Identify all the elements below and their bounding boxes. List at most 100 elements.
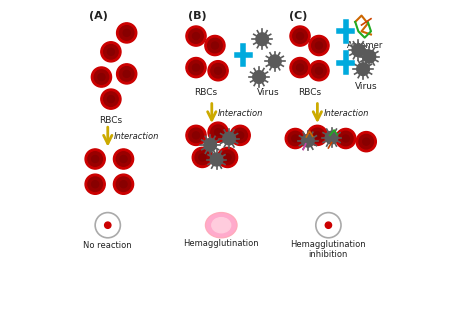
Circle shape [192, 132, 200, 139]
Circle shape [95, 213, 120, 238]
Circle shape [307, 125, 328, 145]
Text: RBCs: RBCs [298, 88, 321, 97]
Circle shape [123, 70, 130, 77]
Circle shape [297, 32, 303, 40]
Circle shape [314, 132, 321, 139]
Circle shape [123, 29, 130, 37]
Circle shape [253, 71, 265, 83]
Text: Virus: Virus [257, 88, 280, 97]
Circle shape [211, 42, 219, 49]
Circle shape [352, 44, 365, 57]
Circle shape [312, 64, 326, 78]
Circle shape [315, 42, 322, 49]
Text: Aptamer: Aptamer [346, 41, 383, 50]
Text: No reaction: No reaction [83, 241, 132, 250]
Circle shape [91, 181, 99, 188]
Circle shape [113, 149, 134, 169]
Circle shape [224, 154, 231, 161]
Text: Interaction: Interaction [218, 109, 264, 118]
Circle shape [290, 26, 310, 46]
Text: Hemagglutination
inhibition: Hemagglutination inhibition [291, 240, 366, 259]
Circle shape [120, 156, 127, 162]
Text: (C): (C) [289, 11, 307, 21]
Circle shape [220, 150, 235, 165]
Circle shape [315, 67, 322, 74]
Circle shape [186, 26, 206, 46]
Text: Virus: Virus [355, 82, 378, 91]
Circle shape [98, 73, 105, 80]
Circle shape [101, 89, 121, 109]
Circle shape [94, 70, 109, 84]
Circle shape [325, 131, 338, 144]
Circle shape [119, 67, 134, 81]
Circle shape [189, 29, 203, 43]
Text: (A): (A) [89, 11, 108, 21]
Circle shape [293, 60, 307, 75]
Circle shape [195, 150, 210, 165]
Circle shape [210, 153, 223, 166]
Text: RBCs: RBCs [100, 116, 122, 125]
Circle shape [85, 149, 105, 169]
Circle shape [205, 35, 225, 56]
Circle shape [88, 177, 102, 191]
Circle shape [363, 138, 370, 145]
Circle shape [269, 55, 281, 68]
Circle shape [316, 213, 341, 238]
Circle shape [336, 128, 356, 149]
Circle shape [237, 132, 244, 139]
Circle shape [116, 152, 131, 166]
Circle shape [297, 64, 303, 71]
Circle shape [117, 64, 137, 84]
Text: (B): (B) [188, 11, 207, 21]
Circle shape [119, 26, 134, 40]
Circle shape [192, 32, 200, 40]
Circle shape [288, 131, 302, 146]
Text: Hemagglutination: Hemagglutination [183, 239, 259, 248]
Circle shape [186, 125, 206, 145]
Circle shape [105, 222, 111, 228]
Circle shape [293, 29, 307, 43]
Ellipse shape [205, 213, 237, 238]
Circle shape [309, 35, 329, 56]
Circle shape [359, 135, 374, 149]
Circle shape [292, 135, 299, 142]
Circle shape [104, 45, 118, 59]
Circle shape [117, 23, 137, 43]
Circle shape [108, 48, 114, 55]
Circle shape [215, 67, 222, 74]
Circle shape [256, 33, 269, 45]
Circle shape [230, 125, 250, 145]
Circle shape [88, 152, 102, 166]
Circle shape [290, 58, 310, 78]
Circle shape [312, 38, 326, 53]
Circle shape [192, 64, 200, 71]
Circle shape [108, 96, 114, 103]
Circle shape [116, 177, 131, 191]
Circle shape [208, 38, 222, 53]
Circle shape [357, 63, 369, 75]
Circle shape [338, 131, 353, 146]
Circle shape [342, 135, 349, 142]
Circle shape [104, 92, 118, 106]
Circle shape [186, 58, 206, 78]
Circle shape [85, 174, 105, 194]
Circle shape [309, 61, 329, 81]
Circle shape [211, 64, 225, 78]
Circle shape [215, 129, 222, 136]
Circle shape [301, 135, 314, 147]
Circle shape [208, 61, 228, 81]
Text: Interaction: Interaction [324, 109, 369, 118]
Circle shape [189, 60, 203, 75]
Circle shape [208, 122, 228, 142]
Circle shape [310, 128, 325, 142]
Circle shape [356, 132, 376, 152]
Circle shape [363, 50, 376, 63]
Circle shape [285, 128, 305, 149]
Ellipse shape [212, 218, 231, 233]
Circle shape [223, 132, 236, 145]
Circle shape [189, 128, 203, 142]
Circle shape [199, 154, 206, 161]
Text: Interaction: Interaction [114, 132, 159, 142]
Circle shape [91, 67, 111, 87]
Text: RBCs: RBCs [194, 88, 217, 97]
